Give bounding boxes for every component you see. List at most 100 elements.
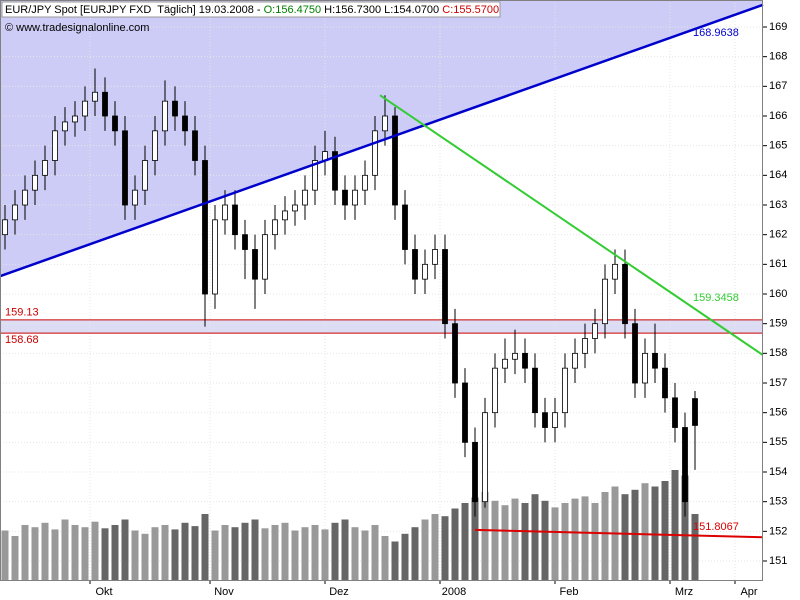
candle-body [512,352,518,360]
x-tick-label: Okt [95,586,112,598]
candle-body [132,189,138,206]
candle-body [262,234,268,280]
candle-body [502,358,508,369]
y-tick-label: 164 [769,169,787,181]
y-tick-label: 160 [769,288,787,300]
volume-bar [161,525,169,580]
plot-frame [0,0,763,581]
volume-bar [81,527,89,580]
level-label: 159.13 [5,307,39,319]
volume-bar [201,514,209,580]
candle-body [422,263,428,280]
y-tick-label: 165 [769,140,787,152]
header: EUR/JPY Spot [EURJPY FXD Täglich] 19.03.… [5,4,499,16]
header-box [1,1,501,18]
volume-bar [691,514,699,580]
volume-bar [131,530,139,580]
candle-body [102,91,108,117]
candle-body [442,249,448,325]
candle-body [42,160,48,176]
volume-bar [61,519,69,580]
volume-bar [91,521,99,580]
volume-bar [291,530,299,580]
volume-bar [501,505,509,580]
volume-bar [271,525,279,580]
y-tick-label: 168 [769,51,787,63]
y-tick-label: 159 [769,318,787,330]
candle-body [292,204,298,212]
volume-bar [141,533,149,580]
volume-bar [71,525,79,580]
y-tick-label: 151 [769,555,787,567]
volume-bar [221,525,229,580]
candle-body [12,204,18,221]
candle-body [32,174,38,191]
volume-bar [561,503,569,580]
candle-body [462,382,468,443]
volume-bar [41,522,49,580]
trend-label: 159.3458 [693,292,739,304]
candle-body [152,130,158,161]
volume-bar [431,514,439,580]
volume-bar [311,525,319,580]
candle-body [432,249,438,265]
trend-line [379,94,764,356]
x-tick-label: 2008 [442,586,466,598]
volume-bar [651,486,659,580]
volume-bar [231,527,239,580]
volume-bar [581,496,589,580]
header-part: H:156.7300 [321,4,381,16]
candle-body [222,204,228,221]
candle-body [212,219,218,295]
volume-bar [171,529,179,580]
level-band [0,319,763,334]
candle-body [542,412,548,428]
volume-bar [11,536,19,580]
header-part: L:154.0700 [381,4,439,16]
candle-body [552,412,558,428]
volume-bar [411,527,419,580]
y-tick-label: 157 [769,377,787,389]
y-tick-label: 158 [769,347,787,359]
volume-bar [461,503,469,580]
volume-bar [441,516,449,580]
candle-body [192,130,198,161]
header-part: EUR/JPY Spot [EURJPY FXD Täglich] 19.03.… [5,4,264,16]
volume-bar [511,498,519,580]
volume-bar [31,527,39,580]
candle-body [672,397,678,428]
volume-bar [641,483,649,580]
candle-body [92,91,98,102]
candle-body [252,249,258,280]
candle-body [472,441,478,503]
volume-bar [421,519,429,580]
candle-body [182,115,188,132]
x-tick-label: Mrz [675,586,693,598]
volume-bar [1,530,9,580]
trend-label: 168.9638 [693,27,739,39]
y-tick-label: 163 [769,199,787,211]
volume-bar [251,519,259,580]
candle-body [52,130,58,161]
volume-bar [471,497,479,580]
candle-body [372,130,378,176]
volume-bar [521,503,529,580]
volume-bar [191,526,199,580]
candle-body [612,263,618,280]
candle-body [82,100,88,117]
volume-bar [391,541,399,580]
candle-body [272,219,278,236]
volume-bar [261,528,269,580]
volume-bar [181,522,189,580]
volume-bar [401,533,409,580]
x-tick-label: Feb [560,586,579,598]
y-tick-label: 167 [769,80,787,92]
volume-bar [111,525,119,580]
header-part: O:156.4750 [264,4,322,16]
volume-bar [661,481,669,580]
candle-body [682,427,688,503]
volume-bar [151,527,159,580]
volume-bar [371,525,379,580]
volume-bar [341,519,349,580]
